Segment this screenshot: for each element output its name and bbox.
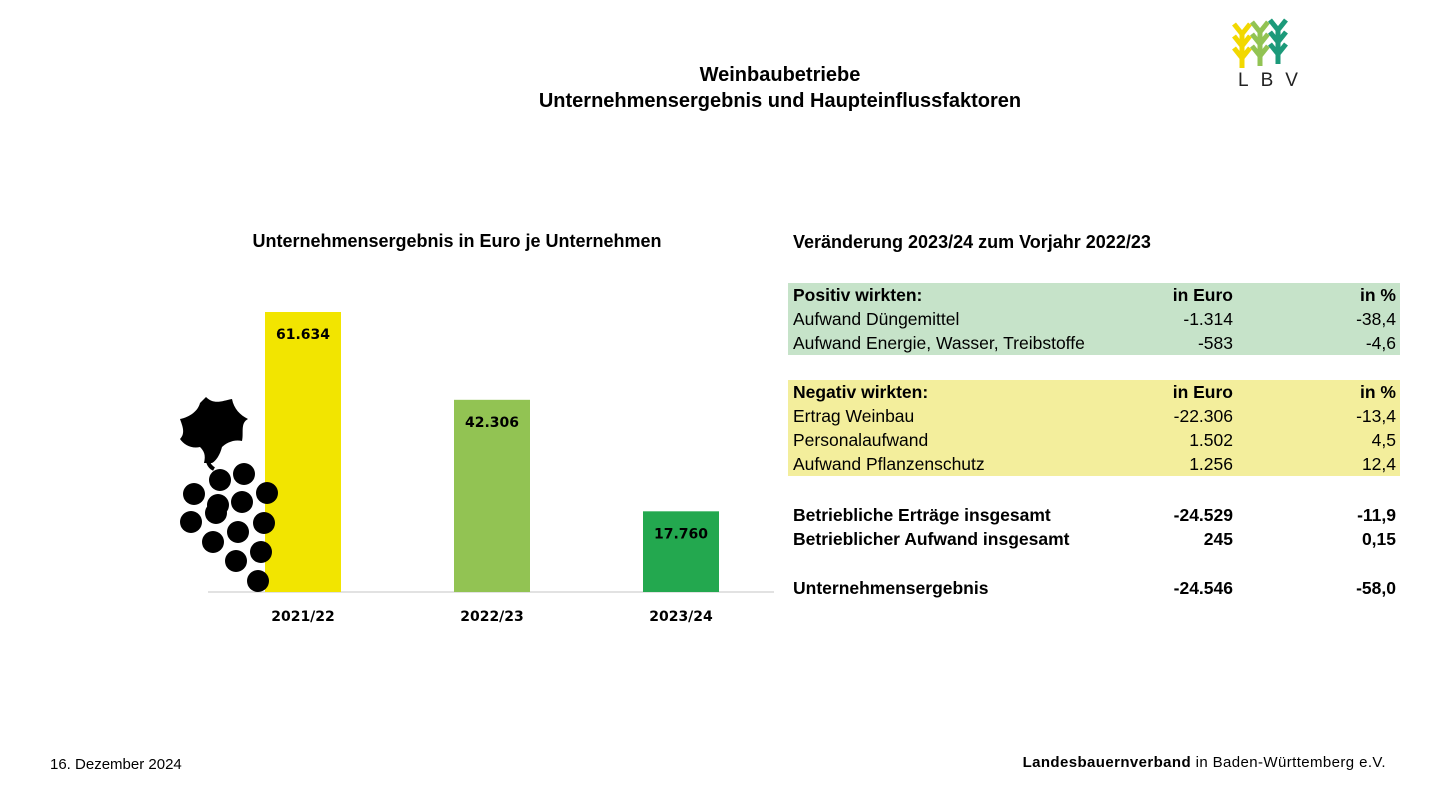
row-label: Unternehmensergebnis	[793, 578, 989, 598]
result-block: Unternehmensergebnis -24.546 -58,0	[788, 576, 1400, 600]
data-label: 42.306	[465, 415, 519, 431]
row-euro: -22.306	[1173, 406, 1233, 426]
row-label: Betrieblicher Aufwand insgesamt	[793, 529, 1070, 549]
row-euro: -1.314	[1183, 309, 1233, 329]
row-pct: -4,6	[1365, 333, 1396, 353]
table-row: Aufwand Energie, Wasser, Treibstoffe -58…	[788, 331, 1400, 355]
negative-header-row: Negativ wirkten: in Euro in %	[788, 380, 1400, 404]
page-title: Weinbaubetriebe Unternehmensergebnis und…	[380, 62, 1180, 114]
row-label: Personalaufwand	[793, 430, 929, 450]
data-label: 61.634	[276, 327, 330, 343]
row-euro: 245	[1203, 529, 1233, 549]
totals-row: Betrieblicher Aufwand insgesamt 245 0,15	[788, 527, 1400, 551]
chart-title: Unternehmensergebnis in Euro je Unterneh…	[252, 231, 662, 251]
positive-header-label: Positiv wirkten:	[793, 285, 923, 305]
row-label: Betriebliche Erträge insgesamt	[793, 505, 1051, 525]
x-tick-label: 2021/22	[271, 609, 335, 625]
title-line-2: Unternehmensergebnis und Haupteinflussfa…	[538, 90, 1022, 112]
row-euro: 1.502	[1189, 430, 1233, 450]
row-pct: -13,4	[1356, 406, 1396, 426]
bar-2021-22	[265, 312, 341, 592]
x-tick-label: 2022/23	[460, 609, 524, 625]
pct-column-header: in %	[1360, 285, 1396, 305]
footer-organization: Landesbauernverband in Baden-Württemberg…	[1023, 754, 1386, 771]
row-pct: -58,0	[1356, 578, 1396, 598]
footer-date: 16. Dezember 2024	[50, 756, 182, 773]
row-euro: -583	[1197, 333, 1233, 353]
data-label: 17.760	[654, 526, 708, 542]
positive-header-row: Positiv wirkten: in Euro in %	[788, 283, 1400, 307]
totals-row: Betriebliche Erträge insgesamt -24.529 -…	[788, 503, 1400, 527]
table-title: Veränderung 2023/24 zum Vorjahr 2022/23	[793, 232, 1151, 252]
row-euro: 1.256	[1189, 454, 1233, 474]
row-label: Ertrag Weinbau	[793, 406, 915, 426]
row-label: Aufwand Pflanzenschutz	[793, 454, 985, 474]
euro-column-header: in Euro	[1172, 285, 1233, 305]
grapes-icon	[180, 397, 278, 592]
row-pct: 0,15	[1361, 529, 1396, 549]
x-tick-label: 2023/24	[649, 609, 713, 625]
row-label: Aufwand Energie, Wasser, Treibstoffe	[793, 333, 1085, 353]
row-pct: -38,4	[1356, 309, 1396, 329]
positive-factors-block: Positiv wirkten: in Euro in % Aufwand Dü…	[788, 283, 1400, 355]
negative-header-label: Negativ wirkten:	[793, 382, 929, 402]
table-row: Ertrag Weinbau -22.306 -13,4	[788, 404, 1400, 428]
logo-text: LBV	[1238, 70, 1310, 91]
bar-2022-23	[454, 399, 530, 592]
footer-org-suffix: in Baden-Württemberg e.V.	[1191, 754, 1386, 771]
row-pct: -11,9	[1357, 505, 1396, 525]
row-euro: -24.529	[1173, 505, 1233, 525]
title-line-1: Weinbaubetriebe	[699, 64, 861, 86]
bar-chart: 61.634 2021/22 42.306 2022/23 17.760 2023/24	[208, 312, 774, 625]
pct-column-header: in %	[1360, 382, 1396, 402]
totals-block: Betriebliche Erträge insgesamt -24.529 -…	[788, 503, 1400, 551]
row-pct: 4,5	[1371, 430, 1396, 450]
bar-2023-24	[643, 511, 719, 592]
table-row: Aufwand Düngemittel -1.314 -38,4	[788, 307, 1400, 331]
wheat-logo-icon	[1232, 18, 1288, 68]
row-pct: 12,4	[1361, 454, 1396, 474]
footer-org-name: Landesbauernverband	[1022, 754, 1192, 771]
row-label: Aufwand Düngemittel	[793, 309, 960, 329]
table-row: Aufwand Pflanzenschutz 1.256 12,4	[788, 452, 1400, 476]
table-row: Personalaufwand 1.502 4,5	[788, 428, 1400, 452]
euro-column-header: in Euro	[1172, 382, 1233, 402]
result-row: Unternehmensergebnis -24.546 -58,0	[788, 576, 1400, 600]
negative-factors-block: Negativ wirkten: in Euro in % Ertrag Wei…	[788, 380, 1400, 476]
row-euro: -24.546	[1173, 578, 1233, 598]
